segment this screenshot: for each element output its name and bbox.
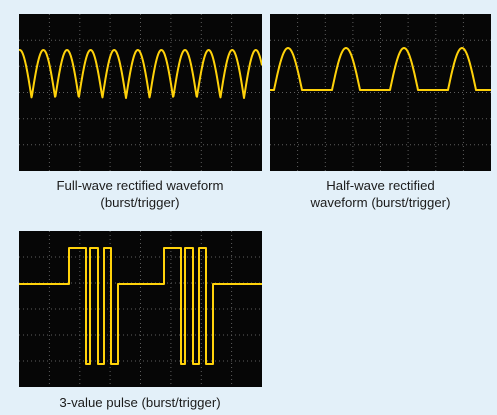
full-wave-caption-line2: (burst/trigger) [100, 195, 180, 210]
half-wave-caption-line2: waveform (burst/trigger) [310, 195, 451, 210]
full-wave-trace-plot [19, 14, 262, 171]
half-wave-scope-screen [270, 14, 491, 171]
half-wave-trace [270, 47, 491, 91]
half-wave-grid [270, 14, 491, 171]
half-wave-caption-line1: Half-wave rectified [326, 178, 435, 193]
pulse-grid [19, 231, 262, 387]
pulse-scope-screen [19, 231, 262, 387]
pulse-caption-line1: 3-value pulse (burst/trigger) [59, 395, 221, 410]
full-wave-caption: Full-wave rectified waveform (burst/trig… [10, 177, 270, 211]
full-wave-scope-screen [19, 14, 262, 171]
full-wave-grid [19, 14, 262, 171]
full-wave-trace [19, 49, 262, 99]
pulse-trace-plot [19, 231, 262, 387]
half-wave-caption: Half-wave rectified waveform (burst/trig… [262, 177, 497, 211]
full-wave-caption-line1: Full-wave rectified waveform [56, 178, 224, 193]
half-wave-trace-plot [270, 14, 491, 171]
pulse-trace [19, 247, 262, 365]
pulse-caption: 3-value pulse (burst/trigger) [10, 394, 270, 411]
